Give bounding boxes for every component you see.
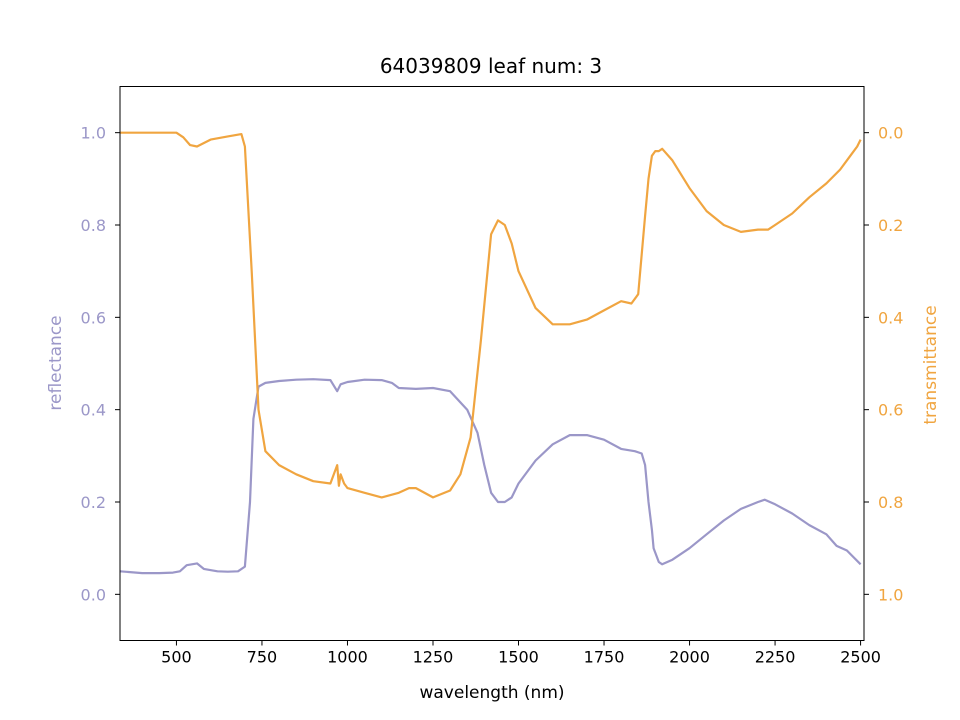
x-axis-ticks: 500 750 1000 1250 1500 1750 2000 2250 2500 — [161, 640, 881, 667]
right-y-axis-ticks: 0.0 0.2 0.4 0.6 0.8 1.0 — [864, 124, 903, 604]
left-y-axis-label: reflectance — [46, 315, 66, 410]
left-y-tick-label: 0.8 — [81, 216, 106, 235]
series-layer — [119, 131, 862, 575]
left-y-tick-label: 0.6 — [81, 308, 106, 327]
right-y-tick-label: 0.0 — [878, 124, 903, 143]
left-y-tick-label: 0.4 — [81, 401, 106, 420]
right-y-tick-label: 0.6 — [878, 401, 903, 420]
x-tick-label: 500 — [161, 648, 192, 667]
right-y-tick-label: 0.4 — [878, 308, 903, 327]
x-tick-label: 1750 — [584, 648, 625, 667]
chart-title: 64039809 leaf num: 3 — [380, 54, 602, 78]
x-axis-label: wavelength (nm) — [419, 683, 564, 703]
x-tick-label: 1250 — [413, 648, 454, 667]
x-tick-label: 2250 — [755, 648, 796, 667]
x-tick-label: 2000 — [669, 648, 710, 667]
series-line-transmittance — [120, 131, 862, 499]
plot-area-frame — [119, 86, 865, 641]
right-y-tick-label: 1.0 — [878, 585, 903, 604]
right-y-axis-label: transmittance — [921, 305, 941, 424]
left-y-tick-label: 1.0 — [81, 124, 106, 143]
left-y-axis-ticks: 0.0 0.2 0.4 0.6 0.8 1.0 — [81, 124, 120, 604]
x-tick-label: 750 — [247, 648, 278, 667]
x-tick-label: 1000 — [327, 648, 368, 667]
left-y-tick-label: 0.2 — [81, 493, 106, 512]
left-y-tick-label: 0.0 — [81, 585, 106, 604]
right-y-tick-label: 0.8 — [878, 493, 903, 512]
x-tick-label: 1500 — [498, 648, 539, 667]
x-tick-label: 2500 — [840, 648, 881, 667]
right-y-tick-label: 0.2 — [878, 216, 903, 235]
series-line-reflectance — [119, 378, 862, 575]
